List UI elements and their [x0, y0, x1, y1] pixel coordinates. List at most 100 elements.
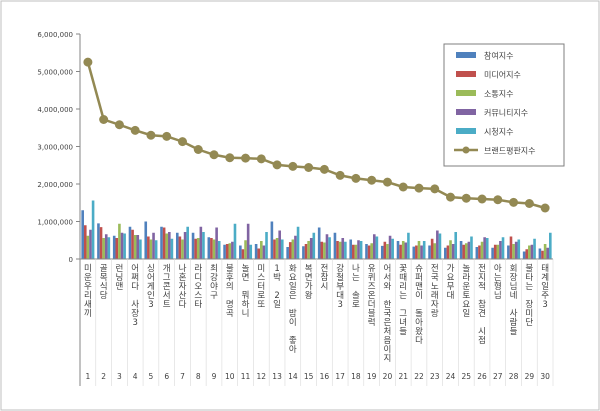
bar — [344, 241, 347, 259]
line-point — [319, 164, 329, 174]
bar — [296, 226, 300, 259]
bar — [352, 244, 355, 259]
bar — [415, 245, 418, 259]
bar — [170, 238, 174, 259]
bar — [160, 226, 163, 259]
bar — [380, 245, 384, 259]
bar — [528, 245, 531, 259]
line-point — [209, 150, 219, 160]
bar — [496, 244, 500, 259]
x-category-label: 23 — [430, 372, 440, 381]
bar — [273, 239, 276, 259]
bar — [212, 239, 216, 259]
bar — [399, 244, 402, 259]
bar — [233, 223, 237, 259]
y-tick-label: 6,000,000 — [37, 31, 73, 39]
bar — [317, 227, 321, 259]
line-point — [414, 183, 424, 193]
bar — [420, 245, 423, 259]
bar — [475, 247, 479, 259]
bar — [262, 245, 266, 259]
bar — [123, 233, 126, 259]
line-point — [83, 57, 93, 67]
bar — [104, 234, 108, 259]
line-point — [304, 163, 314, 172]
bar — [199, 226, 203, 259]
bar — [501, 237, 505, 259]
x-category-label: 21 — [398, 372, 408, 381]
line-point — [272, 160, 282, 170]
bar — [249, 244, 253, 259]
bar — [430, 238, 434, 259]
bar — [154, 240, 158, 259]
x-category-label: 28 — [509, 372, 519, 381]
bar — [257, 248, 261, 259]
bar — [139, 239, 142, 259]
bar — [464, 243, 468, 259]
bar — [307, 241, 310, 259]
bar — [215, 227, 218, 259]
x-axis: 미 운 우 리 새 끼 1 골 목 식 당 2 런 닝 맨 3 어 쩌 다 사 장 3 4 싱 어 게 인 3 5 개 그 콘 서 트 6 나 혼 자 산… — [79, 258, 554, 386]
bar — [162, 227, 166, 259]
bar — [260, 241, 263, 259]
bar — [120, 232, 124, 259]
bar — [278, 230, 281, 259]
bar — [97, 223, 100, 259]
bar — [175, 232, 179, 259]
bar — [543, 244, 547, 259]
bar — [525, 249, 529, 259]
legend-swatch — [456, 71, 476, 77]
bar — [517, 239, 521, 259]
x-category-label: 26 — [477, 372, 487, 381]
x-category-label: 4 — [133, 372, 138, 381]
bar — [512, 244, 515, 259]
bar — [357, 240, 360, 259]
bar — [239, 245, 242, 259]
x-category-label: 1 — [85, 372, 90, 381]
bar — [338, 241, 342, 259]
bar — [107, 237, 111, 259]
line-point — [193, 145, 203, 154]
bar — [118, 223, 121, 259]
bar — [265, 232, 268, 259]
legend-line-marker — [462, 146, 470, 154]
bar — [485, 238, 489, 259]
line-point — [398, 182, 408, 192]
x-category-label: 16 — [320, 372, 330, 381]
legend-label: 참여지수 — [484, 51, 513, 61]
bar — [514, 241, 518, 259]
bar — [178, 236, 182, 259]
bar — [89, 229, 92, 259]
line-point — [477, 194, 487, 204]
bar — [428, 245, 431, 259]
x-category-label: 15 — [304, 372, 314, 381]
bar — [194, 238, 197, 259]
y-tick-label: 4,000,000 — [37, 106, 73, 114]
bar — [202, 232, 205, 259]
x-category-label: 22 — [414, 372, 424, 381]
line-point — [225, 153, 235, 163]
bar — [367, 245, 371, 259]
line-point — [446, 192, 456, 202]
bar — [438, 233, 442, 259]
x-category-label: 19 — [367, 372, 377, 381]
bar — [491, 247, 494, 259]
bar — [533, 238, 536, 259]
x-category-label: 11 — [241, 372, 251, 381]
bar — [401, 241, 405, 259]
bar — [294, 235, 297, 259]
bar — [280, 239, 284, 259]
bar — [522, 251, 526, 259]
